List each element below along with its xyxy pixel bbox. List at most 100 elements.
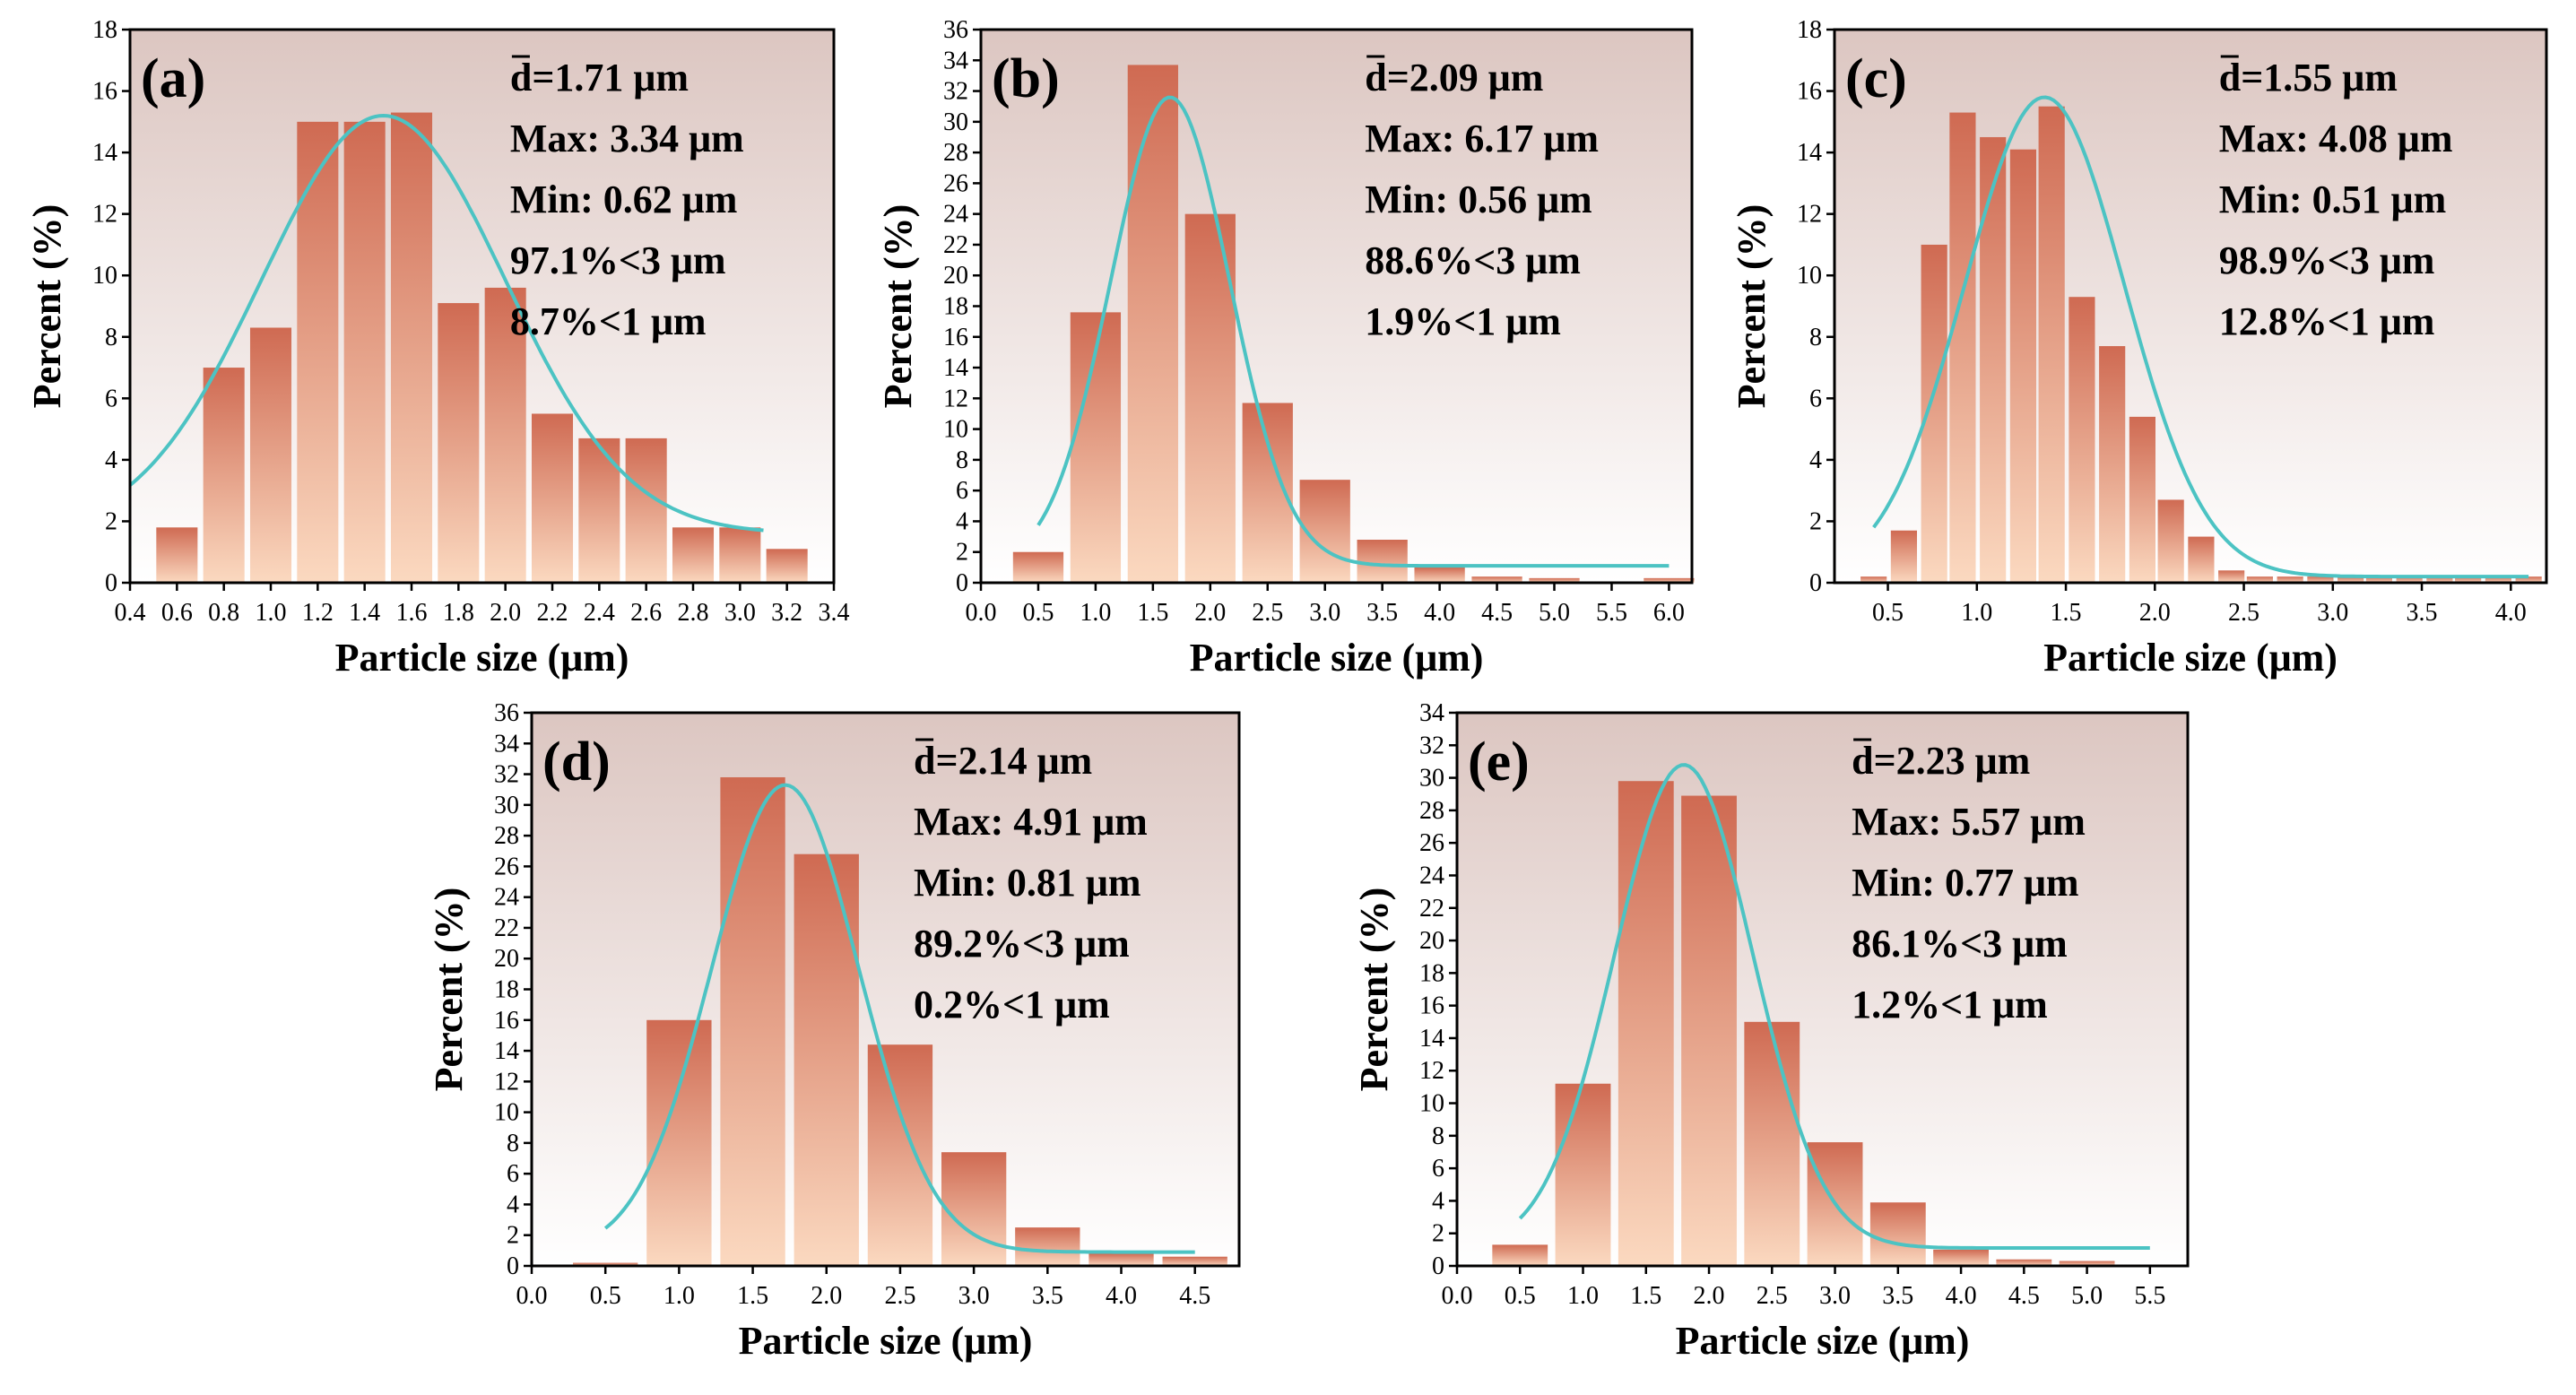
plot-frame xyxy=(1833,28,2548,585)
y-tick-label: 6 xyxy=(105,385,117,412)
bar xyxy=(672,527,715,583)
y-tick-label: 22 xyxy=(943,231,968,259)
bar xyxy=(573,1262,638,1266)
x-tick-label: 0.8 xyxy=(208,599,239,627)
y-tick-label: 18 xyxy=(943,293,968,321)
y-tick-label: 2 xyxy=(1809,507,1822,535)
x-tick-label: 5.5 xyxy=(2134,1282,2165,1310)
stat-pct-lt1: 1.9%<1 μm xyxy=(1365,299,1561,343)
stat-max: Max: 3.34 μm xyxy=(510,117,744,160)
y-tick-label: 24 xyxy=(494,884,519,912)
bar xyxy=(1471,576,1522,583)
bar xyxy=(484,287,526,583)
bar xyxy=(2059,1261,2115,1266)
y-tick-label: 14 xyxy=(92,139,117,167)
y-tick-label: 28 xyxy=(1419,797,1444,825)
x-tick-label: 6.0 xyxy=(1653,599,1685,627)
y-tick-label: 12 xyxy=(1419,1057,1444,1085)
y-tick-label: 0 xyxy=(1432,1252,1444,1280)
x-axis-label: Particle size (μm) xyxy=(2043,636,2337,680)
y-tick-label: 34 xyxy=(943,47,968,74)
stat-pct-lt1: 8.7%<1 μm xyxy=(510,299,707,343)
chart-panel-c: 0 2 4 6 8 10 12 14 16 18 0.5 1.0 1.5 2.0 2.5 3.0 3.5 4.0 P… xyxy=(1730,16,2548,680)
y-tick-label: 12 xyxy=(494,1068,519,1096)
x-tick-label: 2.5 xyxy=(1756,1282,1788,1310)
x-tick-label: 0.5 xyxy=(1022,599,1054,627)
y-tick-label: 4 xyxy=(956,507,968,535)
bar xyxy=(297,121,339,584)
stat-pct-lt3: 88.6%<3 μm xyxy=(1365,238,1581,282)
x-tick-label: 2.5 xyxy=(884,1282,915,1310)
y-tick-label: 8 xyxy=(1809,324,1822,351)
bar xyxy=(1414,567,1465,583)
bar xyxy=(1015,1227,1080,1266)
y-tick-label: 24 xyxy=(943,201,968,229)
x-tick-label: 2.6 xyxy=(630,599,662,627)
bar xyxy=(2426,576,2453,583)
y-tick-label: 6 xyxy=(1809,385,1822,412)
y-tick-label: 14 xyxy=(494,1037,519,1065)
y-tick-label: 36 xyxy=(943,16,968,44)
bar xyxy=(719,527,761,583)
bar xyxy=(1860,576,1887,583)
chart-panel-a: 0 2 4 6 8 10 12 14 16 18 0.4 0.6 0.8 1.0 1.2 1.4 1.6 1.8 2… xyxy=(25,16,850,680)
bar xyxy=(1012,551,1064,583)
x-tick-label: 2.8 xyxy=(678,599,709,627)
y-tick-label: 32 xyxy=(494,761,519,789)
y-tick-label: 0 xyxy=(956,569,968,597)
y-tick-label: 2 xyxy=(507,1222,519,1250)
y-tick-label: 8 xyxy=(105,324,117,351)
bar xyxy=(1127,65,1178,584)
bar xyxy=(438,303,480,583)
stat-mean: d=2.09 μm xyxy=(1365,56,1543,100)
y-tick-label: 32 xyxy=(943,78,968,106)
y-tick-label: 10 xyxy=(494,1099,519,1127)
bar xyxy=(1529,577,1580,583)
stat-max: Max: 6.17 μm xyxy=(1365,117,1599,160)
bar xyxy=(2455,576,2482,583)
y-tick-label: 26 xyxy=(1419,829,1444,857)
bar xyxy=(343,121,386,584)
stat-min: Min: 0.77 μm xyxy=(1852,861,2078,905)
stat-pct-lt1: 12.8%<1 μm xyxy=(2219,299,2435,343)
bar xyxy=(1949,112,1976,584)
bar xyxy=(941,1152,1007,1266)
x-tick-label: 1.4 xyxy=(349,599,380,627)
bar xyxy=(390,112,433,584)
y-tick-label: 0 xyxy=(105,569,117,597)
y-tick-label: 12 xyxy=(943,385,968,412)
x-tick-label: 1.0 xyxy=(1961,599,1992,627)
x-tick-label: 3.0 xyxy=(2317,599,2348,627)
y-axis-label: Percent (%) xyxy=(25,204,69,409)
x-tick-label: 3.0 xyxy=(1309,599,1340,627)
bar xyxy=(2218,570,2245,583)
x-tick-label: 3.5 xyxy=(2407,599,2438,627)
x-axis-label: Particle size (μm) xyxy=(739,1319,1033,1363)
y-tick-label: 16 xyxy=(92,78,117,106)
y-tick-label: 34 xyxy=(1419,699,1444,727)
y-tick-label: 4 xyxy=(1809,446,1822,474)
x-tick-label: 4.0 xyxy=(1424,599,1455,627)
bar xyxy=(1890,530,1918,583)
y-tick-label: 8 xyxy=(507,1130,519,1157)
x-tick-label: 0.0 xyxy=(1442,1282,1473,1310)
x-axis-label: Particle size (μm) xyxy=(335,636,629,680)
x-tick-label: 3.2 xyxy=(771,599,802,627)
x-tick-label: 4.0 xyxy=(2495,599,2527,627)
bar xyxy=(2069,297,2095,583)
stat-pct-lt3: 98.9%<3 μm xyxy=(2219,238,2435,282)
y-tick-label: 26 xyxy=(494,853,519,880)
y-tick-label: 10 xyxy=(1419,1090,1444,1118)
x-tick-label: 3.5 xyxy=(1366,599,1398,627)
stat-max: Max: 4.08 μm xyxy=(2219,117,2453,160)
x-tick-label: 2.4 xyxy=(584,599,615,627)
fit-curve xyxy=(603,783,1195,1254)
y-tick-label: 4 xyxy=(1432,1187,1444,1215)
fit-curve xyxy=(1036,95,1670,568)
y-tick-label: 32 xyxy=(1419,732,1444,759)
x-tick-label: 3.5 xyxy=(1032,1282,1063,1310)
stat-mean: d=1.71 μm xyxy=(510,56,689,100)
y-tick-label: 2 xyxy=(105,507,117,535)
